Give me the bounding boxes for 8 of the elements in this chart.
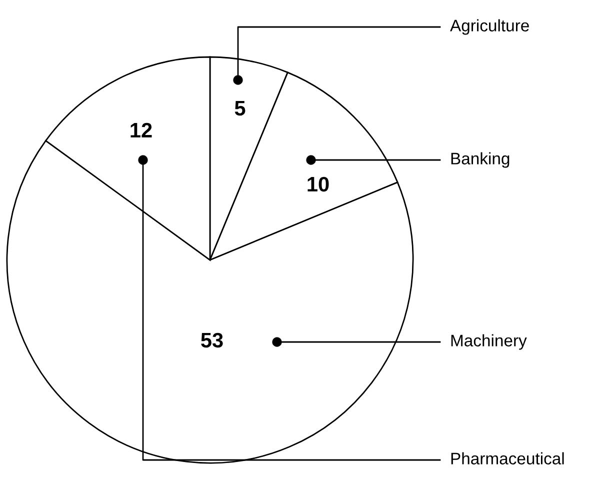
slice-label: Pharmaceutical (451, 452, 564, 464)
data-label: 53 (201, 332, 223, 348)
slice-label: Banking (451, 152, 510, 168)
slice-label: Machinery (451, 334, 527, 350)
data-label: 5 (234, 101, 246, 116)
data-label: 12 (130, 122, 152, 138)
slice-label: Agriculture (450, 19, 529, 35)
data-label: 10 (308, 176, 329, 192)
